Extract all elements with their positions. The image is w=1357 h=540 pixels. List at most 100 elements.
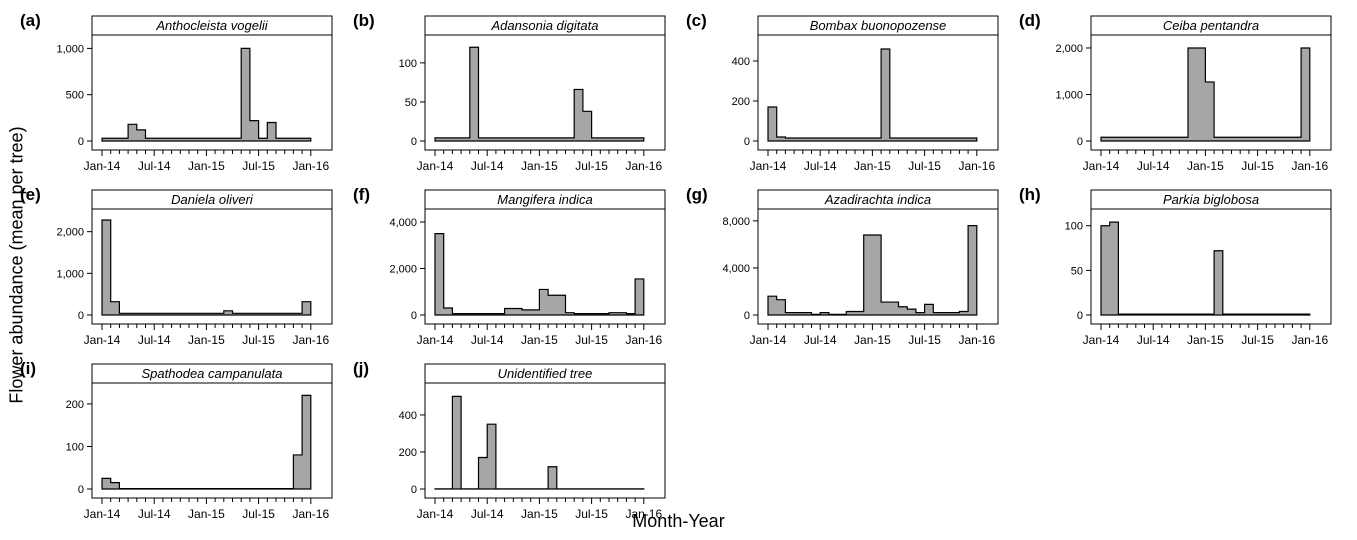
panel-2: (b) Adansonia digitata 0 50 100 Jan-14 Jul-14 J…	[353, 11, 666, 173]
panel-5: (e) Daniela oliveri 0 1,000 2,000 Jan-14 Jul-1…	[20, 185, 333, 347]
plot-frame	[91, 208, 333, 325]
y-tick-label: 2,000	[56, 227, 84, 239]
x-tick-label: Jul-15	[242, 159, 275, 173]
x-tick-label: Jan-14	[1083, 159, 1120, 173]
x-tick-label: Jul-15	[908, 333, 941, 347]
x-tick-label: Jul-15	[242, 507, 275, 521]
y-tick-label: 0	[411, 136, 417, 148]
x-tick-label: Jan-15	[521, 159, 558, 173]
x-tick-label: Jan-15	[1187, 333, 1224, 347]
x-tick-label: Jul-14	[471, 333, 504, 347]
panel-8: (h) Parkia biglobosa 0 50 100 Jan-14 Jul-14 Jan…	[1019, 185, 1332, 347]
x-tick-label: Jan-14	[417, 507, 454, 521]
x-tick-label: Jul-14	[471, 507, 504, 521]
plot-frame	[424, 382, 666, 499]
x-tick-label: Jan-14	[417, 333, 454, 347]
x-tick-label: Jul-15	[1241, 333, 1274, 347]
x-tick-label: Jul-14	[138, 333, 171, 347]
panel-title: Azadirachta indica	[824, 192, 931, 207]
y-tick-label: 1,000	[1055, 89, 1083, 101]
x-tick-label: Jan-16	[958, 333, 995, 347]
y-tick-label: 100	[66, 441, 84, 453]
panel-title: Mangifera indica	[497, 192, 592, 207]
x-tick-label: Jan-16	[1291, 159, 1328, 173]
panel-4: (d) Ceiba pentandra 0 1,000 2,000 Jan-14 Jul-1…	[1019, 11, 1332, 173]
plot-frame	[91, 382, 333, 499]
y-tick-label: 0	[78, 310, 84, 322]
y-tick-label: 0	[411, 484, 417, 496]
panel-title: Ceiba pentandra	[1163, 18, 1259, 33]
x-tick-label: Jul-14	[471, 159, 504, 173]
abundance-series	[434, 233, 645, 316]
panel-label: (f)	[353, 185, 370, 204]
panel-9: (i) Spathodea campanulata 0 100 200 Jan-14 Jul…	[20, 359, 333, 521]
panel-10: (j) Unidentified tree 0 200 400 Jan-14 Jul-14 J…	[353, 359, 666, 521]
panel-6: (f) Mangifera indica 0 2,000 4,000 Jan-14 Jul-…	[353, 185, 666, 347]
x-tick-label: Jul-15	[575, 159, 608, 173]
abundance-series	[101, 394, 312, 490]
panel-7: (g) Azadirachta indica 0 4,000 8,000 Jan-14 Ju…	[686, 185, 999, 347]
x-tick-label: Jan-14	[84, 507, 121, 521]
x-tick-label: Jan-14	[1083, 333, 1120, 347]
plot-frame	[1090, 208, 1332, 325]
plot-frame	[424, 34, 666, 151]
x-tick-label: Jan-16	[625, 333, 662, 347]
y-tick-label: 50	[405, 97, 417, 109]
x-tick-label: Jul-15	[1241, 159, 1274, 173]
x-tick-label: Jan-16	[292, 333, 329, 347]
abundance-series	[1100, 221, 1311, 316]
x-tick-label: Jul-14	[804, 159, 837, 173]
x-tick-label: Jan-15	[521, 507, 558, 521]
y-tick-label: 200	[66, 399, 84, 411]
panel-title: Parkia biglobosa	[1163, 192, 1259, 207]
panel-title: Unidentified tree	[498, 366, 593, 381]
x-tick-label: Jul-15	[575, 333, 608, 347]
x-tick-label: Jan-14	[417, 159, 454, 173]
x-tick-label: Jan-14	[84, 333, 121, 347]
x-tick-label: Jan-16	[292, 507, 329, 521]
panel-label: (i)	[20, 359, 36, 378]
y-tick-label: 2,000	[389, 263, 417, 275]
y-tick-label: 200	[732, 96, 750, 108]
panel-label: (b)	[353, 11, 375, 30]
panel-title: Spathodea campanulata	[142, 366, 283, 381]
plot-frame	[757, 34, 999, 151]
x-tick-label: Jan-15	[1187, 159, 1224, 173]
x-tick-label: Jul-15	[908, 159, 941, 173]
panel-title: Bombax buonopozense	[810, 18, 947, 33]
panel-1: (a) Anthocleista vogelii 0 500 1,000 Jan-14 Ju…	[20, 11, 333, 173]
y-tick-label: 2,000	[1055, 43, 1083, 55]
y-tick-label: 400	[732, 56, 750, 68]
abundance-series	[101, 219, 312, 316]
x-tick-label: Jul-14	[804, 333, 837, 347]
x-tick-label: Jul-14	[138, 507, 171, 521]
abundance-series	[101, 47, 312, 142]
y-tick-label: 1,000	[56, 268, 84, 280]
abundance-series	[434, 46, 645, 142]
x-tick-label: Jul-14	[1137, 159, 1170, 173]
plot-frame	[1090, 34, 1332, 151]
panel-label: (e)	[20, 185, 41, 204]
y-tick-label: 0	[744, 136, 750, 148]
y-tick-label: 8,000	[722, 216, 750, 228]
y-tick-label: 0	[78, 136, 84, 148]
panel-label: (g)	[686, 185, 708, 204]
plot-frame	[91, 34, 333, 151]
plot-frame	[424, 208, 666, 325]
y-tick-label: 0	[78, 484, 84, 496]
panel-label: (c)	[686, 11, 707, 30]
panel-label: (d)	[1019, 11, 1041, 30]
y-tick-label: 500	[66, 90, 84, 102]
x-tick-label: Jul-14	[138, 159, 171, 173]
y-tick-label: 0	[1077, 310, 1083, 322]
x-tick-label: Jan-16	[1291, 333, 1328, 347]
x-tick-label: Jan-15	[854, 333, 891, 347]
y-tick-label: 0	[744, 310, 750, 322]
x-tick-label: Jan-16	[625, 159, 662, 173]
x-tick-label: Jan-16	[625, 507, 662, 521]
y-tick-label: 50	[1071, 265, 1083, 277]
y-tick-label: 4,000	[722, 263, 750, 275]
plot-frame	[757, 208, 999, 325]
